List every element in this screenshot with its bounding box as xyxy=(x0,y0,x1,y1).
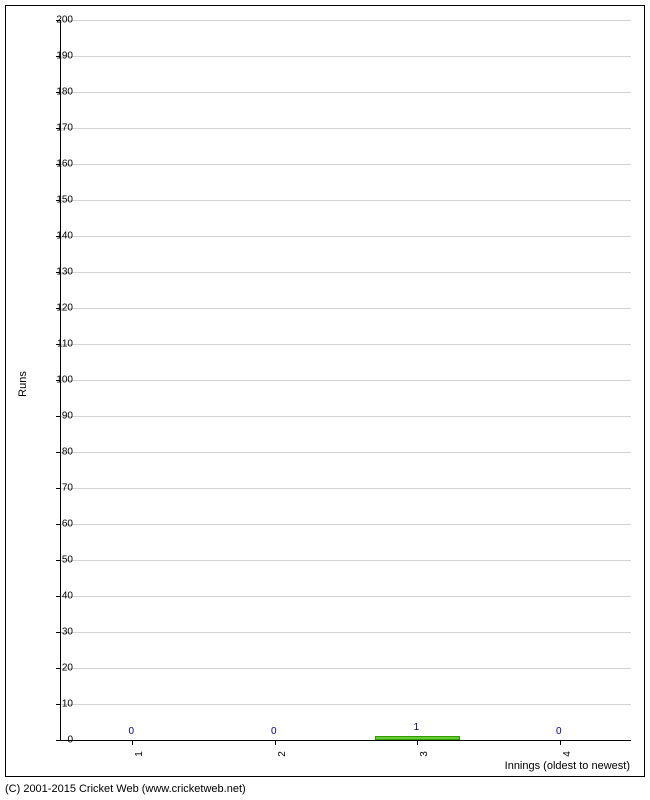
gridline xyxy=(61,704,631,705)
y-tick xyxy=(56,596,61,597)
gridline xyxy=(61,596,631,597)
plot-area xyxy=(60,20,631,741)
chart-container: Runs Innings (oldest to newest) (C) 2001… xyxy=(0,0,650,800)
gridline xyxy=(61,632,631,633)
gridline xyxy=(61,92,631,93)
y-tick-label: 140 xyxy=(56,231,73,242)
x-tick-label: 3 xyxy=(419,751,430,757)
y-tick xyxy=(56,632,61,633)
x-tick-label: 4 xyxy=(562,751,573,757)
y-tick-label: 160 xyxy=(56,159,73,170)
x-axis-label: Innings (oldest to newest) xyxy=(505,760,630,772)
y-tick-label: 70 xyxy=(62,483,73,494)
gridline xyxy=(61,668,631,669)
gridline xyxy=(61,56,631,57)
y-tick xyxy=(56,416,61,417)
x-tick xyxy=(275,740,276,745)
y-tick-label: 180 xyxy=(56,87,73,98)
bar-value-label: 0 xyxy=(271,726,277,737)
y-tick-label: 20 xyxy=(62,663,73,674)
bar-value-label: 0 xyxy=(556,726,562,737)
gridline xyxy=(61,488,631,489)
gridline xyxy=(61,272,631,273)
y-tick xyxy=(56,560,61,561)
y-tick xyxy=(56,668,61,669)
x-tick-label: 2 xyxy=(277,751,288,757)
x-tick xyxy=(560,740,561,745)
y-tick xyxy=(56,704,61,705)
x-tick xyxy=(132,740,133,745)
copyright-text: (C) 2001-2015 Cricket Web (www.cricketwe… xyxy=(5,783,246,795)
gridline xyxy=(61,308,631,309)
y-tick-label: 60 xyxy=(62,519,73,530)
x-tick xyxy=(417,740,418,745)
y-tick-label: 100 xyxy=(56,375,73,386)
gridline xyxy=(61,560,631,561)
y-tick xyxy=(56,524,61,525)
y-tick-label: 190 xyxy=(56,51,73,62)
bar-value-label: 1 xyxy=(413,722,419,733)
y-tick-label: 80 xyxy=(62,447,73,458)
gridline xyxy=(61,380,631,381)
y-tick-label: 10 xyxy=(62,699,73,710)
y-tick xyxy=(56,452,61,453)
gridline xyxy=(61,344,631,345)
gridline xyxy=(61,236,631,237)
gridline xyxy=(61,20,631,21)
y-tick-label: 170 xyxy=(56,123,73,134)
y-tick-label: 40 xyxy=(62,591,73,602)
y-tick-label: 30 xyxy=(62,627,73,638)
bar-value-label: 0 xyxy=(128,726,134,737)
gridline xyxy=(61,128,631,129)
y-tick-label: 90 xyxy=(62,411,73,422)
y-tick-label: 0 xyxy=(67,735,73,746)
gridline xyxy=(61,524,631,525)
y-tick-label: 200 xyxy=(56,15,73,26)
x-tick-label: 1 xyxy=(134,751,145,757)
y-tick-label: 110 xyxy=(57,339,73,350)
y-tick-label: 120 xyxy=(56,303,73,314)
gridline xyxy=(61,452,631,453)
gridline xyxy=(61,164,631,165)
gridline xyxy=(61,416,631,417)
y-tick-label: 130 xyxy=(56,267,73,278)
y-tick xyxy=(56,740,61,741)
y-tick-label: 50 xyxy=(62,555,73,566)
y-tick xyxy=(56,488,61,489)
y-axis-label: Runs xyxy=(17,371,29,397)
y-tick-label: 150 xyxy=(56,195,73,206)
gridline xyxy=(61,200,631,201)
